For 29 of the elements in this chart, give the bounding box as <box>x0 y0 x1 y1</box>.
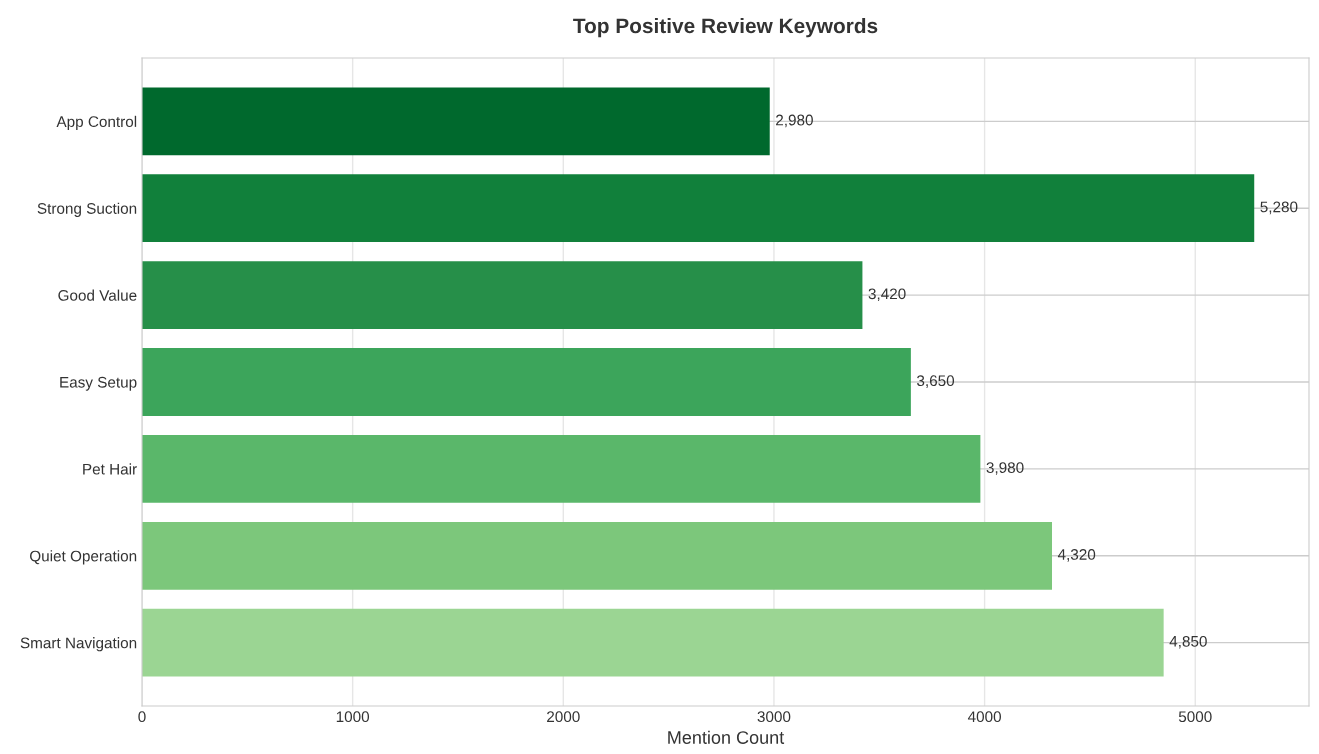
bar <box>142 435 981 503</box>
x-tick-label: 5000 <box>1178 711 1212 723</box>
y-tick-label: App Control <box>56 115 137 131</box>
chart-title: Top Positive Review Keywords <box>573 17 878 38</box>
bar <box>142 174 1255 243</box>
x-axis-title: Mention Count <box>668 730 785 744</box>
x-tick-label: 3000 <box>757 711 791 723</box>
x-tick-label: 4000 <box>967 711 1001 723</box>
x-tick-label: 2000 <box>547 711 580 723</box>
y-tick-label: Easy Setup <box>60 376 137 391</box>
data-label: 3,650 <box>917 375 955 388</box>
x-tick-label: 1000 <box>336 711 370 723</box>
bar <box>142 521 1053 590</box>
data-label: 4,320 <box>1057 549 1096 562</box>
data-label: 5,280 <box>1260 201 1298 215</box>
data-label: 2,980 <box>776 114 813 128</box>
y-tick-label: Good Value <box>58 289 137 301</box>
y-tick-label: Strong Suction <box>37 202 137 217</box>
y-tick-label: Quiet Operation <box>30 550 137 565</box>
data-label: 4,850 <box>1169 635 1207 649</box>
data-label: 3,980 <box>986 462 1024 475</box>
x-tick-label: 0 <box>138 711 146 723</box>
y-tick-label: Pet Hair <box>83 463 137 475</box>
bar <box>142 87 770 156</box>
bar <box>142 348 911 416</box>
data-label: 3,420 <box>868 288 906 302</box>
bar <box>142 261 863 329</box>
y-tick-label: Smart Navigation <box>20 637 137 652</box>
bar <box>142 608 1164 677</box>
